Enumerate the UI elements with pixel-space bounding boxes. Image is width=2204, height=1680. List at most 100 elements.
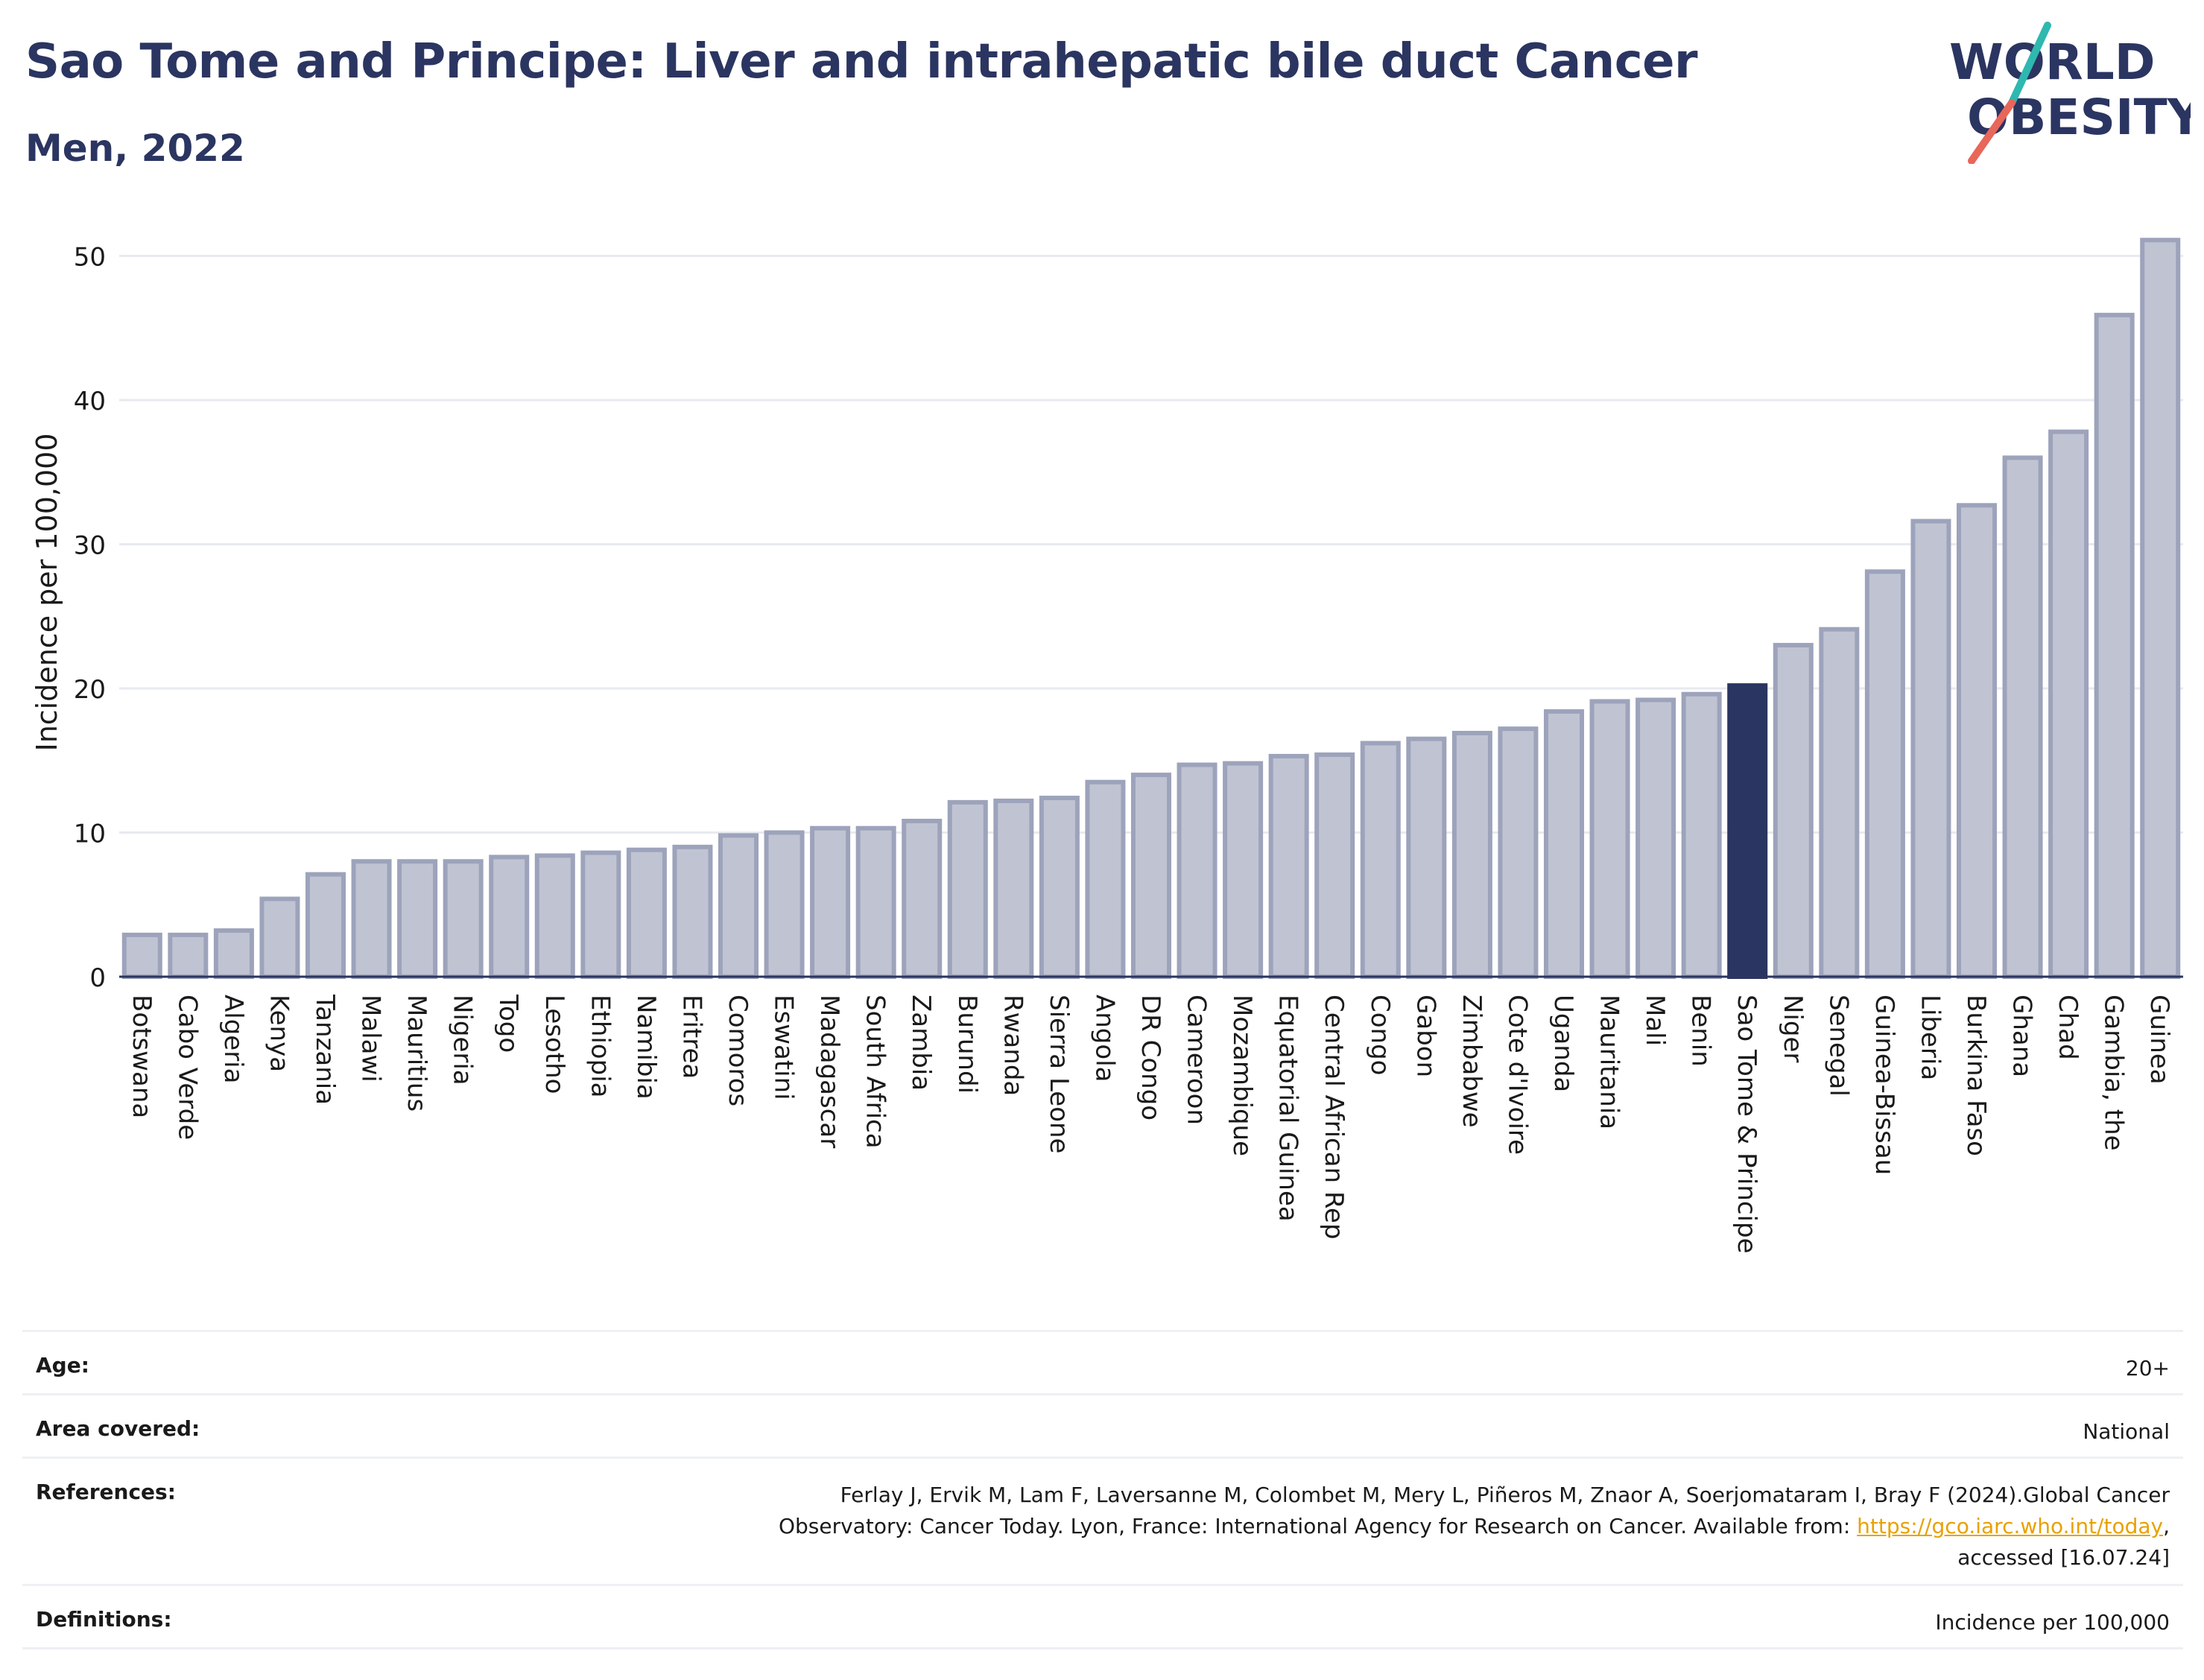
bar-eswatini: [764, 830, 805, 979]
bar-togo: [489, 855, 530, 980]
logo-text-world: WORLD: [1949, 34, 2156, 91]
bar-benin: [1681, 691, 1722, 979]
x-tick-label: Malawi: [356, 995, 386, 1083]
x-tick-label: Uganda: [1548, 995, 1578, 1092]
x-tick-label: Ethiopia: [585, 995, 615, 1097]
bar-eritrea: [672, 844, 713, 979]
x-tick-label: Madagascar: [814, 995, 844, 1148]
bar-kenya: [259, 896, 300, 980]
world-obesity-logo: WORLD OBESITY: [1949, 22, 2191, 164]
bar-chad: [2048, 429, 2089, 979]
x-tick-label: Guinea: [2144, 995, 2174, 1085]
bar-gabon: [1406, 736, 1447, 979]
x-tick-label: Burkina Faso: [1961, 995, 1991, 1156]
bar-ghana: [2002, 455, 2043, 979]
x-tick-label: Mali: [1640, 995, 1670, 1046]
x-tick-label: South Africa: [861, 995, 890, 1149]
bar-guinea: [2140, 238, 2181, 979]
bar-tanzania: [305, 872, 346, 979]
bar-malawi: [351, 859, 392, 979]
bar-south-africa: [855, 825, 896, 979]
references-line-2: Observatory: Cancer Today. Lyon, France:…: [778, 1514, 1858, 1538]
bar-comoros: [718, 833, 759, 979]
x-tick-label: DR Congo: [1136, 995, 1165, 1120]
bar-mali: [1635, 697, 1676, 979]
x-tick-label: Senegal: [1823, 995, 1853, 1097]
x-tick-label: Chad: [2053, 995, 2083, 1060]
metadata-table: Age: 20+ Area covered: National Referenc…: [22, 1330, 2183, 1649]
x-tick-label: Congo: [1365, 995, 1395, 1075]
x-tick-label: Angola: [1089, 995, 1119, 1082]
x-tick-label: Burundi: [952, 995, 982, 1094]
logo-slash-coral: [1968, 99, 2015, 164]
meta-area-label: Area covered:: [22, 1393, 483, 1458]
bar-mozambique: [1223, 761, 1264, 979]
meta-references-label: References:: [22, 1456, 483, 1585]
bar-mauritania: [1589, 699, 1630, 979]
meta-area-value: National: [483, 1393, 2183, 1458]
x-tick-label: Rwanda: [998, 995, 1027, 1096]
references-line-1: Ferlay J, Ervik M, Lam F, Laversanne M, …: [840, 1483, 2170, 1507]
bar-uganda: [1543, 709, 1585, 980]
meta-row-references: References: Ferlay J, Ervik M, Lam F, La…: [22, 1456, 2183, 1585]
bar-sierra-leone: [1039, 796, 1080, 980]
bar-equatorial-guinea: [1268, 753, 1309, 979]
bar-zimbabwe: [1451, 730, 1492, 979]
references-link[interactable]: https://gco.iarc.who.int/today: [1857, 1514, 2164, 1538]
x-tick-label: Zimbabwe: [1457, 995, 1486, 1128]
x-tick-label: Sierra Leone: [1044, 995, 1074, 1153]
bar-senegal: [1819, 627, 1860, 979]
bar-gambia-the: [2094, 312, 2135, 979]
bar-algeria: [213, 928, 254, 979]
bar-namibia: [626, 847, 667, 979]
x-tick-label: Cabo Verde: [172, 995, 202, 1140]
bar-botswana: [121, 932, 162, 980]
bar-madagascar: [810, 825, 851, 979]
x-tick-label: Central African Rep: [1319, 995, 1349, 1240]
y-tick-label: 50: [74, 243, 106, 273]
x-tick-label: Gabon: [1410, 995, 1440, 1077]
meta-age-value: 20+: [483, 1330, 2183, 1395]
x-tick-label: Eswatini: [769, 995, 799, 1100]
meta-row-area: Area covered: National: [22, 1393, 2183, 1458]
x-tick-label: Togo: [493, 994, 523, 1053]
meta-age-label: Age:: [22, 1330, 483, 1395]
x-tick-label: Kenya: [264, 995, 294, 1072]
chart-subtitle: Men, 2022: [25, 127, 245, 170]
x-tick-label: Cote d'Ivoire: [1502, 995, 1532, 1155]
x-tick-label: Algeria: [218, 995, 248, 1083]
y-tick-label: 30: [74, 531, 106, 561]
y-tick-label: 40: [74, 387, 106, 416]
bar-niger: [1773, 642, 1814, 979]
bar-congo: [1360, 741, 1401, 980]
bar-dr-congo: [1130, 773, 1172, 979]
bar-guinea-bissau: [1864, 569, 1905, 979]
bar-central-african-rep: [1314, 752, 1355, 979]
bar-angola: [1085, 779, 1126, 980]
bar-cote-d-ivoire: [1498, 726, 1539, 979]
x-tick-label: Niger: [1778, 995, 1808, 1062]
x-tick-label: Gambia, the: [2099, 995, 2129, 1151]
bar-zambia: [902, 819, 943, 980]
x-tick-label: Namibia: [631, 995, 661, 1100]
bar-mauritius: [397, 859, 438, 979]
x-tick-label: Sao Tome & Principe: [1732, 995, 1761, 1254]
y-tick-label: 20: [74, 675, 106, 705]
bar-lesotho: [534, 853, 575, 979]
x-tick-label: Botswana: [127, 995, 156, 1118]
x-tick-label: Comoros: [723, 995, 753, 1106]
x-tick-label: Equatorial Guinea: [1273, 995, 1303, 1222]
bar-liberia: [1910, 519, 1951, 979]
x-tick-label: Liberia: [1915, 995, 1945, 1080]
y-tick-label: 10: [74, 820, 106, 849]
chart-title: Sao Tome and Principe: Liver and intrahe…: [25, 34, 1698, 89]
bar-nigeria: [443, 859, 484, 979]
x-tick-label: Lesotho: [539, 995, 569, 1094]
bar-cameroon: [1177, 762, 1217, 980]
x-tick-label: Zambia: [906, 995, 936, 1091]
bar-cabo-verde: [168, 932, 209, 980]
meta-definitions-value: Incidence per 100,000: [483, 1584, 2183, 1649]
references-line-3: accessed [16.07.24]: [1957, 1545, 2170, 1570]
logo-slash-teal: [2008, 22, 2051, 107]
x-tick-label: Cameroon: [1182, 995, 1212, 1125]
